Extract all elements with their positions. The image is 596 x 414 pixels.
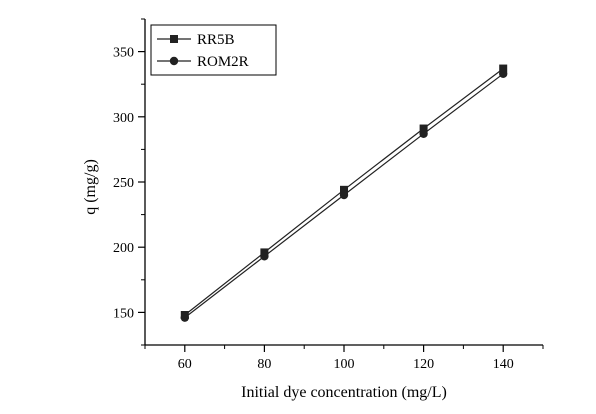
axes: 60 80 100 120 140 150 200 250 300 350 xyxy=(113,18,544,372)
x-tick-label: 100 xyxy=(334,357,355,372)
data-point xyxy=(339,190,349,200)
y-tick-label: 300 xyxy=(113,111,134,126)
series-rom2r xyxy=(180,69,508,322)
legend-label: RR5B xyxy=(197,32,235,48)
legend-box xyxy=(150,24,277,76)
x-axis-label: Initial dye concentration (mg/L) xyxy=(241,384,447,401)
legend-marker xyxy=(170,35,178,43)
data-point xyxy=(499,69,508,78)
legend: RR5B ROM2R xyxy=(150,24,277,76)
y-tick-label: 150 xyxy=(113,306,134,321)
x-tick-label: 80 xyxy=(257,357,271,372)
series-layer xyxy=(180,64,508,322)
y-tick-label: 200 xyxy=(113,241,134,256)
x-tick-label: 120 xyxy=(413,357,434,372)
y-tick-label: 250 xyxy=(113,176,134,191)
legend-label: ROM2R xyxy=(197,54,249,70)
data-point xyxy=(340,185,348,194)
data-point xyxy=(419,124,428,133)
data-point xyxy=(499,64,508,73)
x-tick-label: 60 xyxy=(178,357,192,372)
data-point xyxy=(260,252,269,261)
data-point xyxy=(419,129,428,138)
x-tick-label: 140 xyxy=(493,357,514,372)
data-point xyxy=(180,313,189,322)
y-tick-label: 350 xyxy=(113,46,134,61)
y-axis-label: q (mg/g) xyxy=(82,159,99,215)
legend-marker xyxy=(169,56,179,66)
